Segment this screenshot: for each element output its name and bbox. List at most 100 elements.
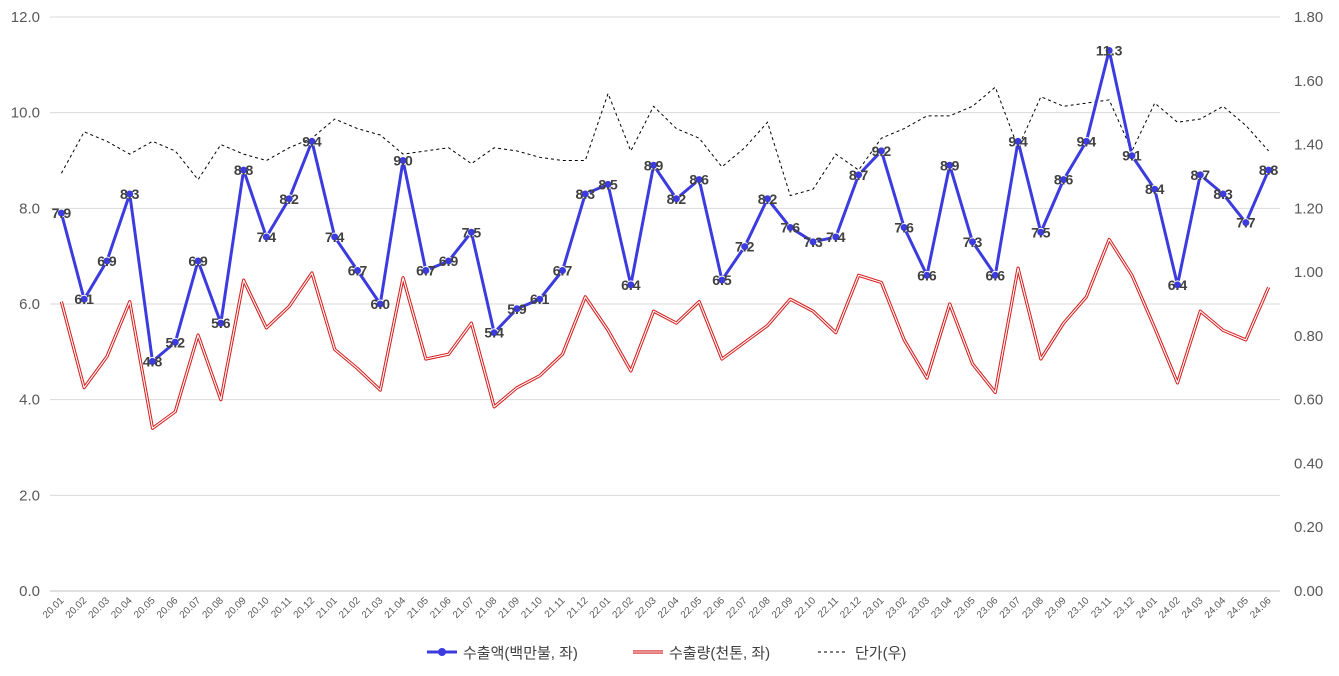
data-label-export-value: 8.5 — [598, 176, 618, 192]
x-axis-tick-label: 20.02 — [64, 595, 90, 621]
x-axis-tick-label: 21.03 — [360, 595, 386, 621]
data-point-export-value — [649, 160, 659, 170]
x-axis-tick-label: 22.10 — [793, 595, 819, 621]
data-label-export-value: 5.2 — [166, 334, 186, 350]
x-axis-tick-label: 23.05 — [952, 595, 978, 621]
data-label-export-value: 8.7 — [849, 167, 869, 183]
data-point-export-value — [353, 266, 362, 276]
data-label-export-value: 7.6 — [894, 219, 914, 235]
data-point-export-value — [170, 337, 180, 347]
x-axis-tick-label: 23.11 — [1089, 595, 1114, 620]
data-point-export-value — [854, 170, 864, 180]
data-label-export-value: 8.2 — [667, 191, 687, 207]
x-axis-tick-label: 20.06 — [155, 595, 181, 621]
data-label-export-value: 6.5 — [712, 272, 732, 288]
data-point-export-value — [1127, 151, 1137, 161]
data-point-export-value — [899, 222, 909, 232]
right-axis-tick-label: 0.20 — [1294, 519, 1323, 536]
x-axis-tick-label: 23.01 — [861, 595, 887, 621]
data-point-export-value — [1150, 184, 1160, 194]
x-axis-tick-label: 23.06 — [975, 595, 1001, 621]
data-label-export-value: 8.8 — [234, 162, 254, 178]
left-axis-tick-label: 8.0 — [19, 200, 40, 217]
x-axis-tick-label: 21.12 — [565, 595, 591, 621]
data-point-export-value — [148, 356, 157, 366]
x-axis-tick-label: 21.02 — [337, 595, 363, 621]
data-point-export-value — [626, 280, 636, 290]
x-axis-tick-label: 20.07 — [178, 595, 204, 621]
x-axis-tick-label: 22.05 — [679, 595, 705, 621]
data-point-export-value — [831, 232, 841, 242]
data-point-export-value — [1264, 165, 1274, 175]
x-axis-tick-label: 21.08 — [474, 595, 500, 621]
x-axis-tick-label: 23.04 — [929, 595, 955, 621]
data-label-export-value: 7.5 — [1031, 224, 1051, 240]
x-axis-tick-label: 23.08 — [1020, 595, 1046, 621]
data-label-export-value: 8.9 — [940, 157, 960, 173]
data-label-export-value: 6.4 — [1168, 277, 1188, 293]
data-label-export-value: 8.7 — [1191, 167, 1211, 183]
x-axis-tick-label: 22.11 — [816, 595, 841, 620]
data-point-export-value — [489, 328, 499, 338]
data-point-export-value — [968, 237, 977, 247]
x-axis-tick-label: 20.03 — [87, 595, 113, 621]
data-label-export-value: 8.4 — [1145, 181, 1165, 197]
data-point-export-value — [56, 208, 66, 218]
data-point-export-value — [694, 175, 704, 185]
x-axis-tick-label: 22.01 — [588, 595, 614, 621]
data-label-export-value: 5.4 — [484, 325, 504, 341]
data-point-export-value — [466, 227, 476, 237]
data-label-export-value: 9.1 — [1122, 148, 1142, 164]
data-label-export-value: 7.3 — [963, 234, 983, 250]
legend: 수출액(백만불, 좌) 수출량(천톤, 좌) 단가(우) — [427, 645, 906, 662]
data-point-export-value — [421, 266, 431, 276]
data-label-export-value: 7.4 — [826, 229, 846, 245]
data-point-export-value — [307, 136, 317, 146]
data-label-export-value: 6.1 — [530, 291, 550, 307]
x-axis-tick-label: 22.02 — [610, 595, 636, 621]
right-axis-tick-label: 0.60 — [1294, 392, 1323, 409]
data-point-export-value — [193, 256, 203, 266]
data-label-export-value: 5.9 — [507, 301, 527, 317]
data-point-export-value — [261, 232, 271, 242]
data-label-export-value: 8.3 — [120, 186, 140, 202]
x-axis-tick-label: 24.02 — [1157, 595, 1183, 621]
data-label-export-value: 5.6 — [211, 315, 231, 331]
x-axis-tick-label: 20.05 — [132, 595, 158, 621]
data-label-export-value: 9.4 — [302, 133, 322, 149]
data-point-export-value — [1036, 227, 1046, 237]
data-point-export-value — [102, 256, 112, 266]
data-point-export-value — [1195, 170, 1205, 180]
x-axis-tick-label: 22.07 — [724, 595, 750, 621]
x-axis-tick-label: 20.09 — [223, 595, 249, 621]
left-axis-tick-label: 0.0 — [19, 583, 40, 600]
data-point-export-value — [580, 189, 590, 199]
data-label-export-value: 8.6 — [1054, 172, 1074, 188]
data-label-export-value: 6.9 — [439, 253, 459, 269]
data-label-export-value: 6.6 — [917, 267, 937, 283]
data-point-export-value — [671, 194, 681, 204]
data-point-export-value — [1013, 136, 1023, 146]
x-axis-tick-label: 24.01 — [1134, 595, 1160, 621]
data-label-export-value: 8.8 — [1259, 162, 1279, 178]
x-axis-tick-label: 22.12 — [838, 595, 864, 621]
data-point-export-value — [1081, 136, 1091, 146]
data-point-export-value — [239, 165, 249, 175]
data-point-export-value — [1218, 189, 1228, 199]
legend-marker-export-value — [438, 648, 446, 656]
x-axis-tick-label: 22.03 — [633, 595, 659, 621]
data-label-export-value: 6.9 — [188, 253, 208, 269]
data-point-export-value — [922, 270, 932, 280]
x-axis-tick-label: 21.06 — [428, 595, 454, 621]
data-label-export-value: 6.1 — [74, 291, 94, 307]
x-axis-tick-label: 23.10 — [1066, 595, 1092, 621]
data-label-export-value: 6.9 — [97, 253, 117, 269]
data-label-export-value: 9.4 — [1077, 133, 1097, 149]
data-label-export-value: 6.7 — [553, 263, 573, 279]
right-axis-tick-label: 1.20 — [1294, 200, 1323, 217]
data-point-export-value — [1241, 218, 1251, 228]
data-point-export-value — [216, 318, 226, 328]
x-axis-tick-label: 23.02 — [884, 595, 910, 621]
data-point-export-value — [125, 189, 135, 199]
